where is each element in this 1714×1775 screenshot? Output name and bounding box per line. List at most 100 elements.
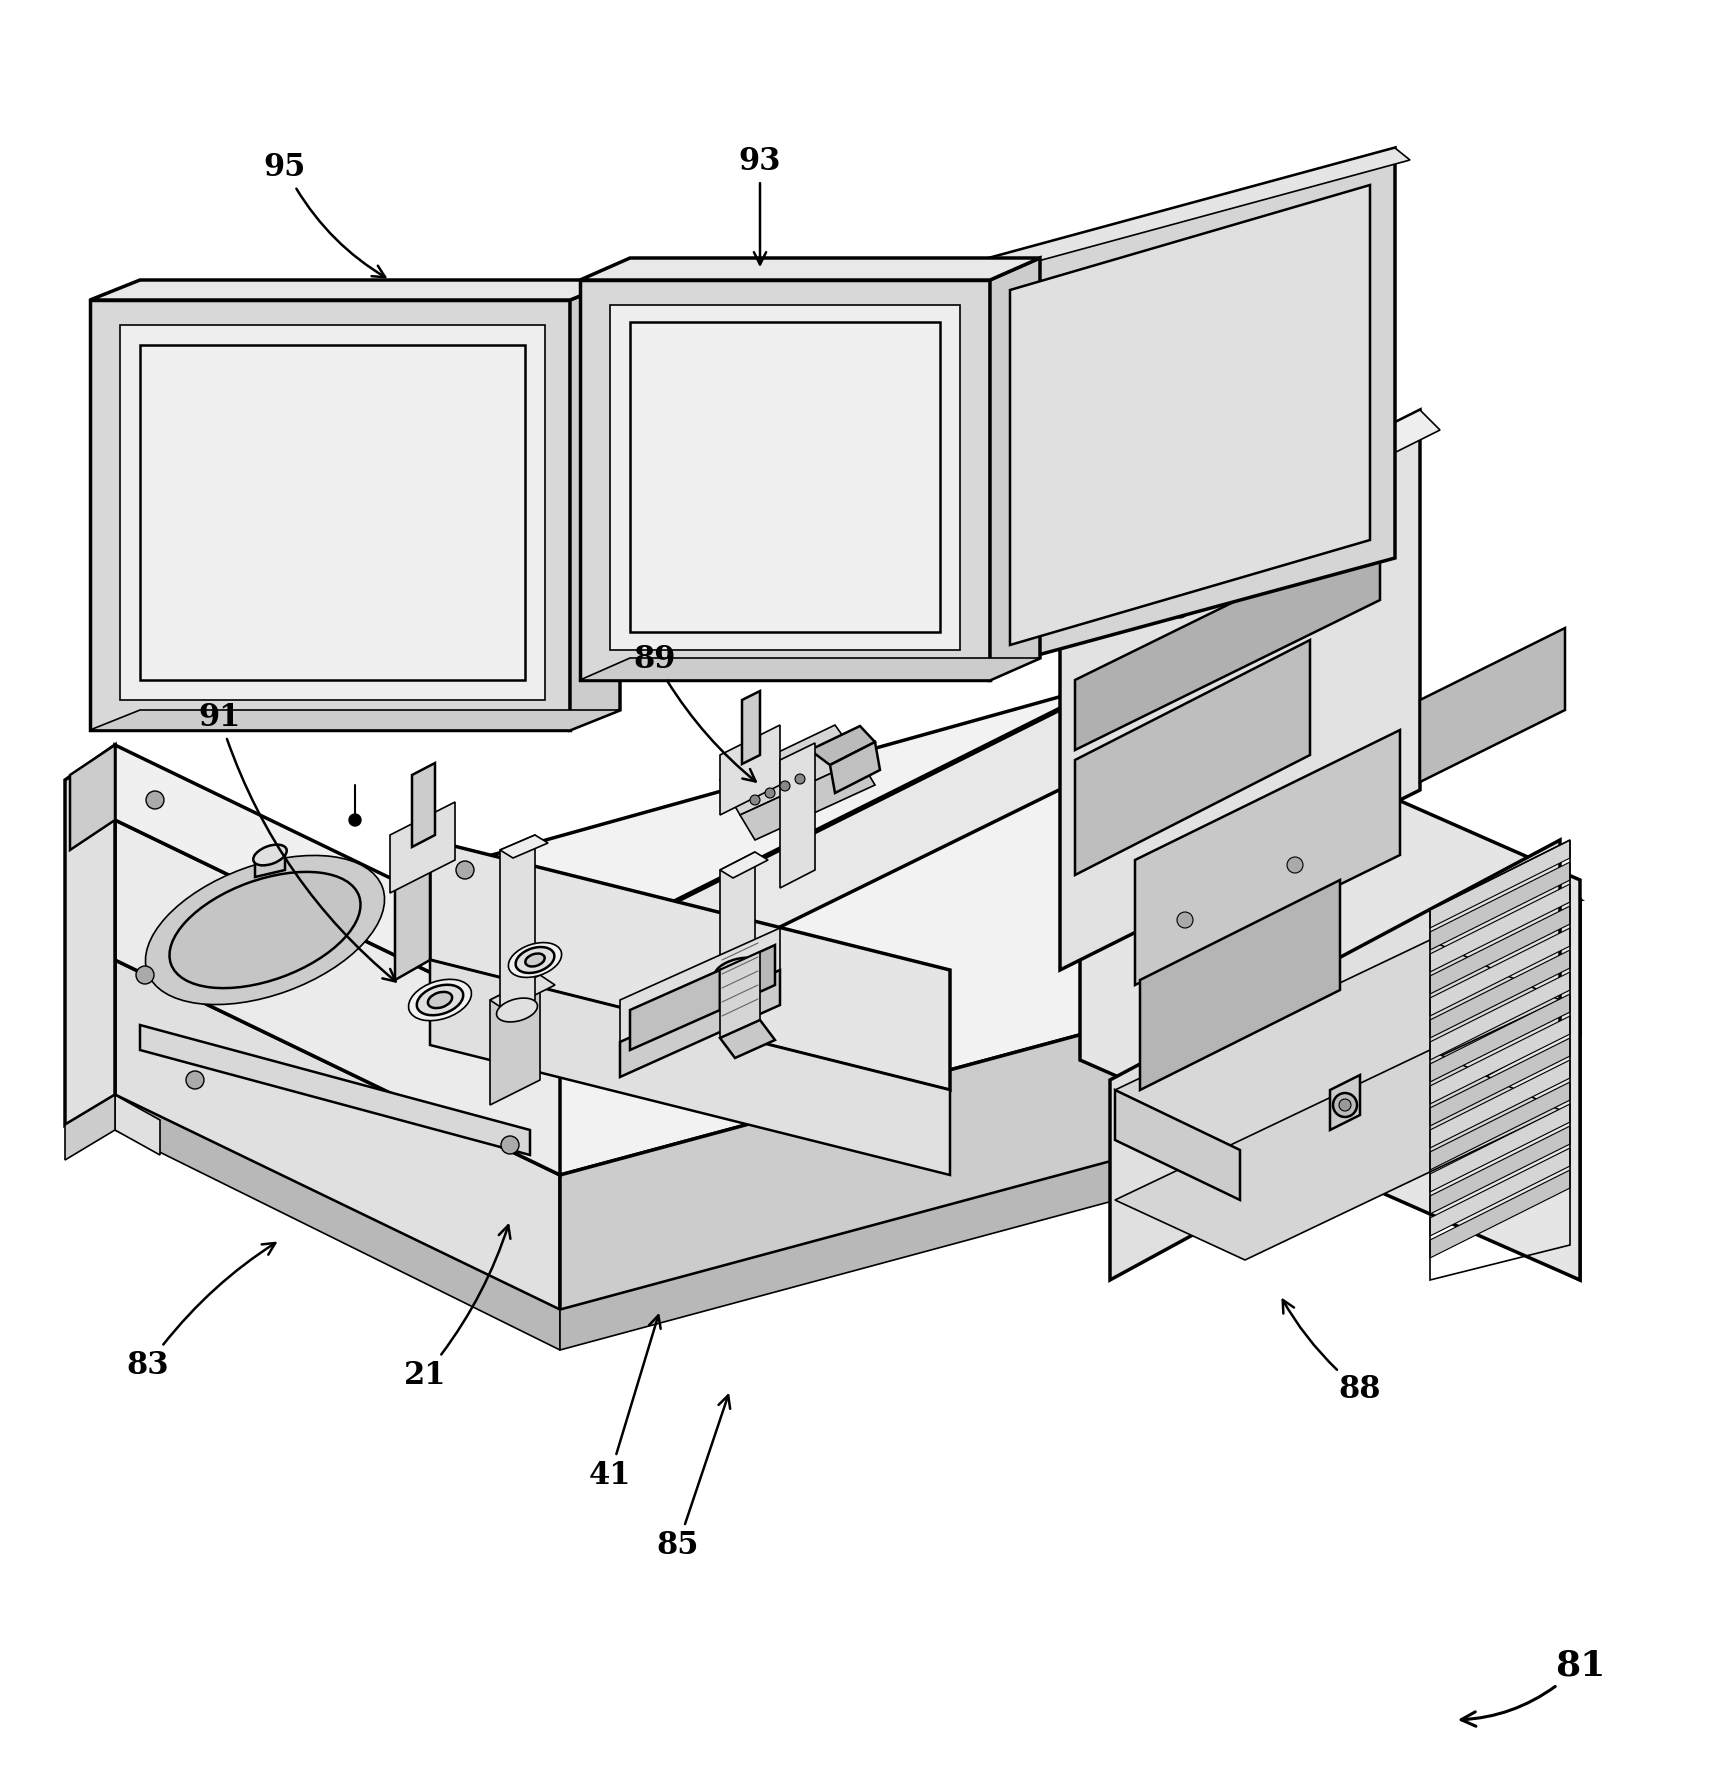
Polygon shape <box>500 834 548 857</box>
Circle shape <box>1171 602 1188 618</box>
Polygon shape <box>809 726 874 765</box>
Polygon shape <box>989 257 1039 680</box>
Circle shape <box>456 861 473 879</box>
Ellipse shape <box>408 980 471 1021</box>
Polygon shape <box>1010 185 1369 644</box>
Polygon shape <box>70 746 115 850</box>
Polygon shape <box>89 280 620 300</box>
Polygon shape <box>1059 410 1440 611</box>
Polygon shape <box>569 280 620 730</box>
Polygon shape <box>720 852 768 879</box>
Ellipse shape <box>427 992 452 1008</box>
Polygon shape <box>1429 1170 1568 1258</box>
Polygon shape <box>1119 680 1579 935</box>
Polygon shape <box>780 744 814 888</box>
Polygon shape <box>65 1095 115 1161</box>
Polygon shape <box>560 680 1119 1035</box>
Circle shape <box>348 815 360 825</box>
Polygon shape <box>1429 840 1568 928</box>
Polygon shape <box>610 305 960 650</box>
Ellipse shape <box>524 953 545 967</box>
Polygon shape <box>490 974 540 1106</box>
Polygon shape <box>620 969 780 1077</box>
Polygon shape <box>579 257 1039 280</box>
Polygon shape <box>115 1095 159 1156</box>
Polygon shape <box>1429 1148 1568 1235</box>
Ellipse shape <box>170 872 360 989</box>
Circle shape <box>1339 1099 1351 1111</box>
Polygon shape <box>830 742 879 793</box>
Polygon shape <box>1135 730 1399 985</box>
Circle shape <box>749 795 759 806</box>
Polygon shape <box>120 325 545 699</box>
Polygon shape <box>89 710 620 730</box>
Circle shape <box>795 774 804 785</box>
Polygon shape <box>1429 1125 1568 1214</box>
Text: 93: 93 <box>739 147 782 264</box>
Ellipse shape <box>516 948 554 973</box>
Polygon shape <box>1109 840 1560 1280</box>
Polygon shape <box>1429 928 1568 1015</box>
Polygon shape <box>389 802 454 893</box>
Polygon shape <box>1429 1060 1568 1148</box>
Circle shape <box>780 781 790 792</box>
Polygon shape <box>1075 531 1380 751</box>
Polygon shape <box>555 680 1119 960</box>
Text: 95: 95 <box>264 153 386 277</box>
Text: 83: 83 <box>127 1242 276 1381</box>
Text: 41: 41 <box>588 1315 660 1491</box>
Polygon shape <box>560 900 1579 1310</box>
Polygon shape <box>579 280 989 680</box>
Polygon shape <box>1075 641 1309 875</box>
Polygon shape <box>1429 1038 1568 1125</box>
Text: 88: 88 <box>1282 1299 1380 1406</box>
Text: 81: 81 <box>1460 1647 1604 1727</box>
Circle shape <box>764 788 775 799</box>
Polygon shape <box>1429 973 1568 1060</box>
Ellipse shape <box>711 955 764 985</box>
Polygon shape <box>560 1035 1579 1351</box>
Polygon shape <box>1429 1015 1568 1104</box>
Polygon shape <box>629 321 939 632</box>
Polygon shape <box>430 960 950 1175</box>
Polygon shape <box>430 840 950 1090</box>
Ellipse shape <box>417 985 463 1015</box>
Circle shape <box>1332 1093 1356 1116</box>
Ellipse shape <box>146 856 384 1005</box>
Polygon shape <box>989 147 1393 667</box>
Polygon shape <box>394 840 430 980</box>
Polygon shape <box>1429 1083 1568 1170</box>
Polygon shape <box>629 969 720 1051</box>
Polygon shape <box>411 763 435 847</box>
Text: 21: 21 <box>403 1225 511 1390</box>
Polygon shape <box>500 834 535 1015</box>
Ellipse shape <box>497 998 536 1022</box>
Polygon shape <box>720 724 859 815</box>
Polygon shape <box>720 852 754 989</box>
Polygon shape <box>1080 680 1119 1060</box>
Polygon shape <box>1429 905 1568 994</box>
Polygon shape <box>1059 410 1419 969</box>
Polygon shape <box>115 1095 560 1351</box>
Text: 89: 89 <box>634 644 756 781</box>
Polygon shape <box>1119 680 1579 1280</box>
Circle shape <box>146 792 165 809</box>
Polygon shape <box>115 680 1579 1175</box>
Polygon shape <box>989 147 1409 270</box>
Polygon shape <box>65 746 115 1125</box>
Polygon shape <box>1419 628 1565 783</box>
Circle shape <box>1321 529 1337 545</box>
Polygon shape <box>1330 1076 1359 1131</box>
Polygon shape <box>720 1021 775 1058</box>
Polygon shape <box>89 300 569 730</box>
Polygon shape <box>742 690 759 763</box>
Polygon shape <box>115 960 560 1310</box>
Polygon shape <box>255 848 285 877</box>
Circle shape <box>1286 857 1303 873</box>
Ellipse shape <box>507 943 560 978</box>
Circle shape <box>1176 912 1193 928</box>
Polygon shape <box>1429 884 1568 973</box>
Polygon shape <box>1429 863 1568 950</box>
Polygon shape <box>1080 660 1579 1280</box>
Circle shape <box>500 996 519 1014</box>
